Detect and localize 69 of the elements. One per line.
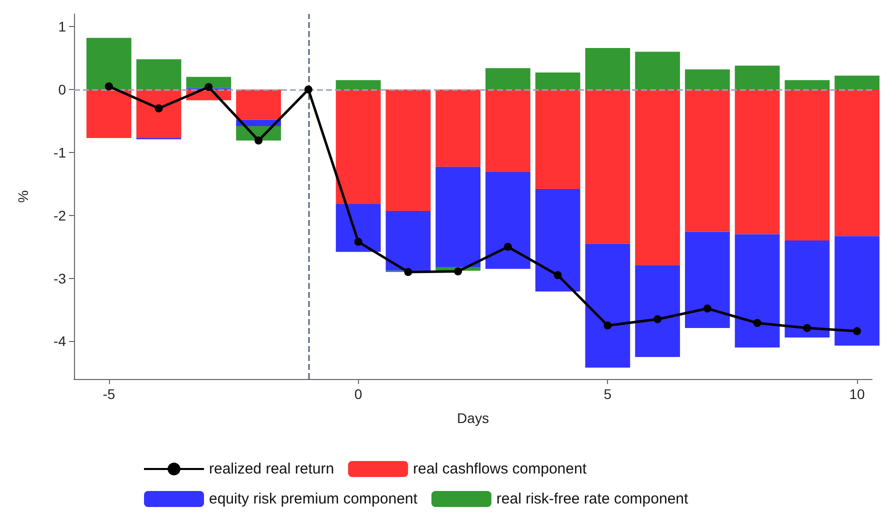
y-tick-label: -3 [54,270,66,286]
x-axis-title: Days [457,410,489,426]
bar [834,236,880,346]
bar [784,240,830,338]
x-tick-label: 5 [604,386,612,402]
bar [734,234,780,348]
point [404,268,412,276]
point [304,86,312,94]
bar [585,90,630,244]
point [853,327,862,336]
legend-label: real risk-free rate component [496,490,689,508]
x-tick-label: 10 [849,386,866,402]
bar [535,188,580,292]
bar [436,90,480,167]
bar [635,52,680,90]
bar [834,76,880,90]
y-tick-label: -4 [54,333,66,350]
x-tick-label: -5 [102,386,116,402]
legend-label: real cashflows component [413,460,588,478]
point [504,242,512,251]
y-tick-label: -1 [54,144,66,160]
bar [684,69,730,90]
bar [336,90,381,204]
bar [336,204,381,252]
point [703,304,712,313]
point [554,271,562,280]
bar [635,265,680,357]
bar [485,90,530,172]
bar [684,90,730,232]
bar [635,90,680,266]
bar [684,232,730,328]
point [154,104,163,112]
bar [535,72,580,90]
point [803,324,812,332]
legend-label: realized real return [209,460,334,478]
bar [535,90,580,189]
bar [784,90,830,241]
y-tick-label: 0 [58,82,66,98]
bar [186,76,232,88]
x-tick-label: 0 [354,386,362,402]
bar [784,80,830,90]
point [254,136,263,144]
bar [734,90,780,234]
bar [86,90,132,138]
bar [336,80,381,90]
bar [585,48,630,90]
bar [386,210,431,271]
bar [386,90,431,211]
bar [485,172,530,269]
point [354,238,362,246]
y-tick-label: 1 [58,18,66,35]
bar [734,66,780,90]
bar [236,90,281,120]
bar [136,59,182,90]
y-tick-label: -2 [54,207,66,224]
bar [485,68,530,90]
point [204,83,213,91]
bar [585,244,630,368]
y-axis-title: % [15,190,31,203]
point [654,315,662,324]
legend-label: equity risk premium component [209,490,418,508]
point [604,322,612,330]
point [104,82,113,90]
bar [436,166,480,267]
point [753,318,762,327]
bar [86,38,132,90]
point [454,267,462,276]
bar [834,90,880,236]
bar [136,90,182,138]
